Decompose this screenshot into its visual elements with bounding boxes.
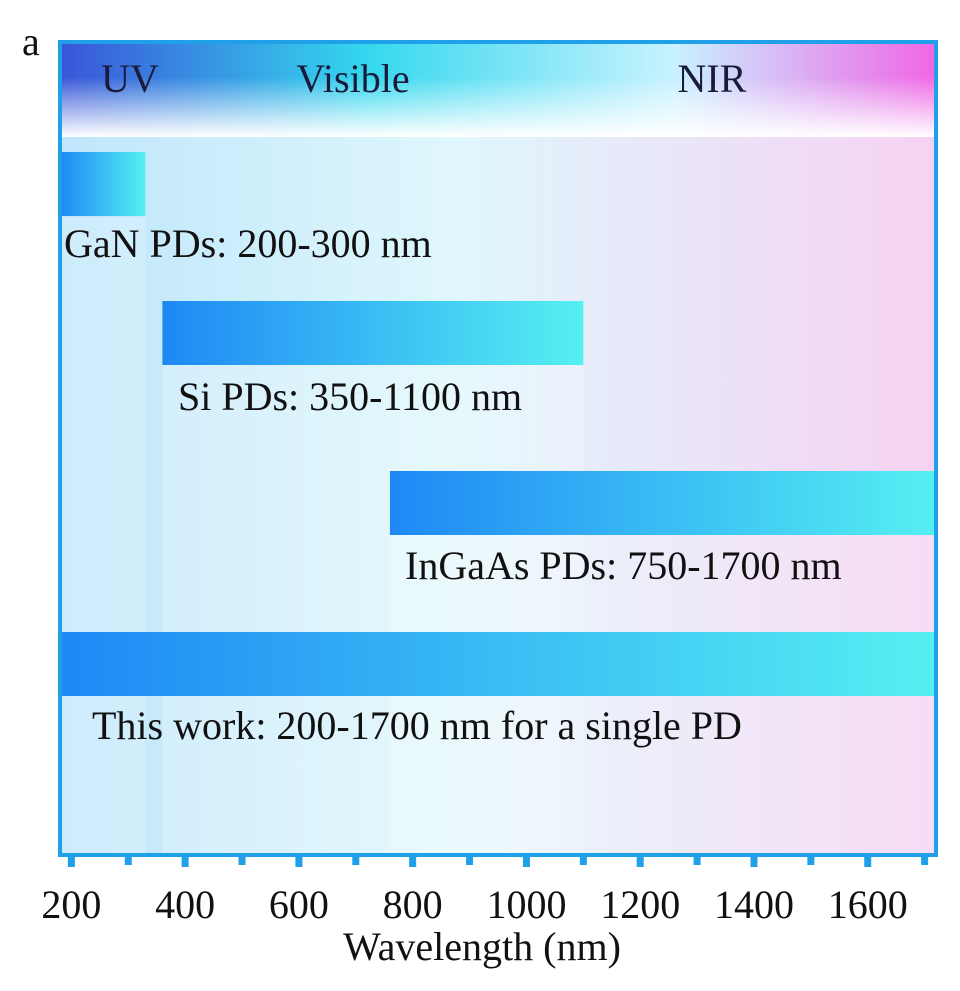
bar-label: GaN PDs: 200-300 nm — [64, 221, 432, 266]
region-label: NIR — [678, 56, 747, 101]
range-bar — [60, 152, 146, 216]
plot-frame — [58, 40, 938, 857]
x-tick-label: 400 — [155, 882, 215, 927]
bar-label: This work: 200-1700 nm for a single PD — [92, 703, 742, 748]
x-tick-label: 1600 — [828, 882, 908, 927]
x-tick-label: 1200 — [600, 882, 680, 927]
bar-label: Si PDs: 350-1100 nm — [178, 374, 522, 419]
x-tick-label: 1400 — [714, 882, 794, 927]
region-label: UV — [101, 56, 159, 101]
spectrum-band-fade — [60, 77, 936, 137]
panel-letter: a — [22, 19, 40, 64]
plot-body — [60, 42, 936, 855]
x-tick-label: 1000 — [486, 882, 566, 927]
bars-group: GaN PDs: 200-300 nm Si PDs: 350-1100 nm In… — [60, 152, 936, 748]
range-bar — [162, 301, 584, 365]
region-label: Visible — [296, 56, 409, 101]
plot-background — [60, 42, 936, 855]
x-axis-ticks: 200 400 600 800 1000 1200 1400 1600 — [41, 855, 929, 927]
x-tick-label: 200 — [41, 882, 101, 927]
range-bar — [60, 632, 936, 696]
range-column — [162, 365, 584, 855]
range-column — [60, 217, 146, 855]
range-bar — [389, 471, 936, 535]
bar-label: InGaAs PDs: 750-1700 nm — [405, 543, 842, 588]
x-tick-label: 800 — [383, 882, 443, 927]
x-axis-title: Wavelength (nm) — [343, 924, 621, 969]
x-tick-label: 600 — [269, 882, 329, 927]
region-labels: UV Visible NIR — [101, 56, 747, 101]
